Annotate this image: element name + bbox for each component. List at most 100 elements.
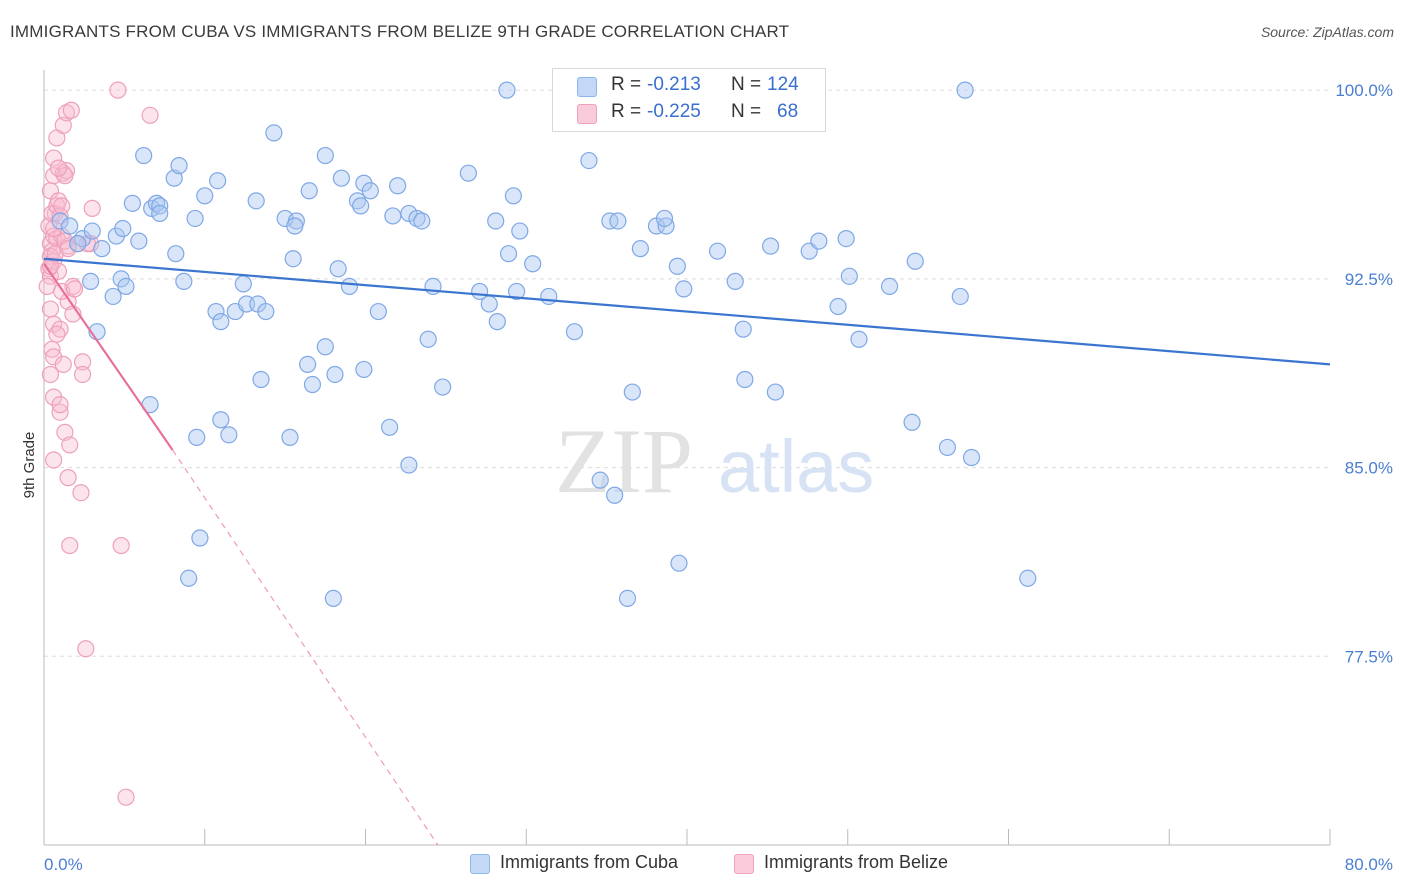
- legend-r-value: -0.225: [647, 101, 701, 122]
- belize-point: [49, 159, 68, 177]
- cuba-point: [609, 212, 627, 230]
- belize-trend-extension: [172, 449, 439, 846]
- cuba-point: [326, 365, 344, 384]
- trend-lines: [43, 257, 1331, 846]
- belize-point: [73, 365, 92, 384]
- belize-point: [54, 355, 72, 373]
- cuba-point: [580, 151, 598, 170]
- legend-n-label: N =: [731, 74, 762, 95]
- cuba-point: [83, 222, 101, 240]
- cuba-point: [300, 182, 318, 200]
- legend-swatch-belize: [577, 104, 597, 124]
- cuba-point: [1019, 569, 1037, 587]
- belize-point: [41, 365, 60, 384]
- cuba-point: [499, 245, 518, 263]
- cuba-point: [606, 486, 624, 504]
- cuba-point: [434, 378, 452, 396]
- cuba-point: [316, 338, 334, 356]
- belize-point: [49, 192, 68, 210]
- cuba-point: [487, 212, 505, 230]
- cuba-point: [488, 313, 506, 331]
- cuba-point: [938, 438, 957, 457]
- cuba-point: [303, 375, 322, 394]
- belize-point: [72, 484, 90, 502]
- belize-point: [61, 536, 79, 555]
- axes: [43, 70, 1331, 846]
- cuba-point: [51, 212, 69, 230]
- belize-trend-line: [43, 263, 174, 451]
- cuba-point: [188, 428, 206, 446]
- cuba-point: [840, 267, 858, 285]
- legend-r-value: -0.213: [647, 74, 701, 95]
- cuba-point: [329, 260, 347, 278]
- cuba-point: [829, 297, 847, 316]
- cuba-point: [324, 589, 342, 608]
- belize-point: [65, 280, 84, 298]
- series-cuba: [51, 81, 1037, 608]
- cuba-point: [284, 250, 302, 268]
- cuba-point: [810, 232, 828, 250]
- belize-point: [59, 240, 77, 258]
- cuba-point: [565, 323, 584, 341]
- cuba-point: [361, 182, 379, 200]
- cuba-point: [508, 282, 526, 301]
- cuba-point: [257, 302, 275, 321]
- x-tick-label: 80.0%: [1345, 855, 1393, 874]
- cuba-point: [130, 232, 148, 250]
- cuba-point: [906, 252, 924, 270]
- cuba-point: [400, 456, 418, 474]
- belize-point: [77, 640, 95, 658]
- belize-point: [59, 469, 77, 487]
- legend-n-value: 68: [777, 101, 799, 122]
- correlation-legend: R = -0.213 N = 124 R = -0.225 N = 68: [552, 68, 826, 132]
- cuba-point: [332, 169, 350, 187]
- cuba-point: [850, 330, 868, 348]
- cuba-point: [135, 146, 153, 165]
- cuba-point: [104, 287, 122, 306]
- cuba-point: [316, 146, 334, 165]
- belize-point: [45, 149, 63, 167]
- cuba-point: [167, 245, 185, 263]
- y-tick-label: 85.0%: [1345, 459, 1393, 478]
- cuba-point: [234, 275, 252, 293]
- cuba-point: [623, 383, 641, 401]
- cuba-point: [524, 255, 542, 273]
- cuba-point: [340, 277, 359, 295]
- cuba-point: [286, 217, 304, 235]
- belize-point: [46, 245, 64, 263]
- bottom-legend-swatch-belize: [734, 854, 754, 874]
- cuba-point: [384, 207, 402, 225]
- cuba-point: [591, 471, 609, 489]
- cuba-point: [355, 360, 373, 379]
- cuba-point: [186, 209, 204, 228]
- belize-point: [45, 451, 63, 469]
- belize-point: [51, 396, 69, 414]
- cuba-point: [675, 280, 693, 298]
- cuba-point: [381, 418, 399, 436]
- belize-point: [83, 199, 101, 217]
- cuba-point: [212, 411, 230, 429]
- cuba-point: [903, 413, 921, 431]
- belize-point: [38, 277, 56, 295]
- belize-point: [61, 436, 79, 454]
- cuba-point: [175, 272, 193, 290]
- belize-point: [54, 116, 72, 134]
- belize-point: [109, 81, 127, 99]
- cuba-point: [252, 370, 270, 389]
- cuba-point: [207, 302, 225, 321]
- cuba-point: [540, 287, 558, 306]
- cuba-point: [147, 194, 166, 212]
- cuba-point: [61, 217, 79, 235]
- cuba-point: [82, 272, 100, 290]
- bottom-legend-label-cuba: Immigrants from Cuba: [500, 852, 679, 872]
- belize-point: [57, 104, 76, 122]
- belize-point: [73, 353, 92, 371]
- cuba-point: [459, 164, 477, 182]
- cuba-point: [956, 81, 974, 99]
- cuba-point: [170, 157, 188, 175]
- belize-point: [48, 325, 66, 343]
- y-tick-label: 92.5%: [1345, 270, 1393, 289]
- cuba-point: [408, 209, 426, 228]
- belize-point: [51, 320, 69, 338]
